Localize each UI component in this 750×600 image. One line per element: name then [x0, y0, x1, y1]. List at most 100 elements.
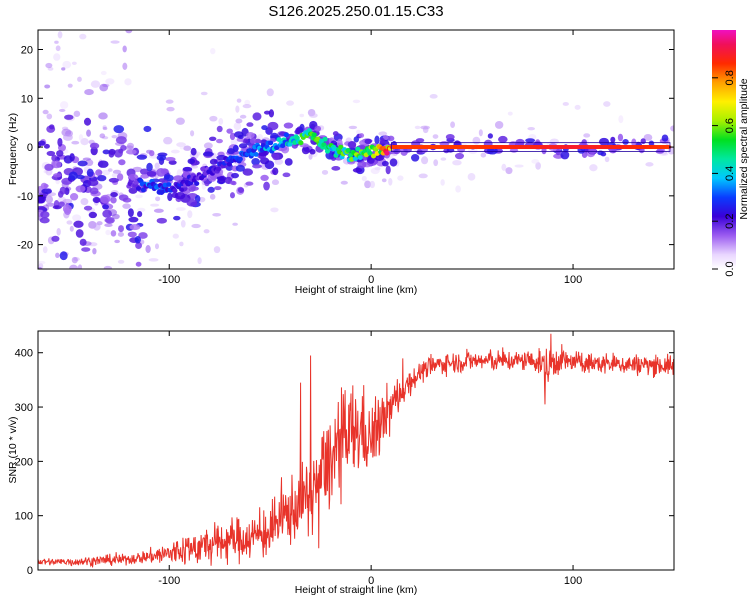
spectrogram-ridge-cell	[172, 188, 178, 194]
spectrogram-blob	[46, 150, 56, 156]
spectrogram-ridge-cell	[226, 161, 233, 167]
spectrogram-speckle	[397, 175, 404, 181]
spectrogram-blob	[113, 149, 123, 158]
spectrogram-blob	[87, 179, 99, 187]
spectrogram-speckle	[49, 318, 56, 322]
spectrogram-speckle	[501, 163, 507, 171]
spectrogram-speckle	[213, 246, 221, 254]
spectrogram-blob	[661, 134, 669, 142]
spectrogram-speckle	[478, 129, 483, 137]
spectrogram-blob	[216, 138, 223, 144]
spectrogram-speckle	[114, 239, 120, 244]
spectrogram-ridge-cell	[140, 187, 146, 193]
spectrogram-speckle	[113, 343, 118, 349]
spectrogram-blob	[118, 194, 129, 201]
spectrogram-speckle	[440, 157, 447, 161]
spectrogram-speckle	[80, 198, 89, 206]
spectrogram-blob	[207, 186, 215, 193]
snr-frame	[37, 330, 675, 571]
spectrogram-speckle	[102, 169, 111, 176]
spectrogram-blob	[249, 137, 256, 144]
spectrogram-speckle	[421, 156, 429, 165]
spectrogram-blob	[487, 133, 493, 139]
x-tick-label: -100	[158, 274, 180, 286]
spectrogram-speckle	[583, 133, 591, 138]
spectrogram-speckle	[73, 110, 81, 117]
spectrogram-image	[38, 25, 674, 349]
colorbar: 0.0 0.2 0.4 0.6 0.8 Normalized spectral ampl…	[712, 30, 750, 277]
spectrogram-blob	[97, 175, 107, 182]
spectrogram-speckle	[472, 136, 481, 145]
spectrogram-blob	[617, 133, 624, 142]
spectrogram-blob	[209, 136, 217, 142]
spectrogram-blob	[187, 158, 196, 165]
spectrogram-blob	[387, 135, 395, 142]
spectrogram-speckle	[235, 118, 243, 124]
spectrogram-ridge-cell	[253, 152, 259, 157]
spectrogram-speckle	[183, 145, 192, 151]
spectrogram-blob	[51, 235, 60, 242]
spectrogram-blob	[246, 122, 254, 127]
spectrogram-speckle	[233, 122, 242, 131]
spectrogram-blob	[640, 138, 646, 145]
spectrogram-speckle	[455, 185, 461, 193]
spectrogram-speckle	[244, 99, 251, 106]
spectrogram-blob	[295, 127, 301, 135]
spectrogram-speckle	[370, 167, 380, 175]
spectrogram-speckle	[235, 105, 240, 113]
spectrogram-blob	[105, 216, 115, 224]
spectrogram-blob	[127, 208, 134, 218]
x-tick-label: -100	[158, 575, 180, 587]
spectrogram-speckle	[286, 100, 295, 106]
spectrogram-blob	[64, 114, 74, 120]
spectrogram-blob	[75, 229, 84, 238]
spectrogram-blob	[216, 125, 223, 133]
spectrogram-speckle	[176, 169, 183, 178]
spectrogram-speckle	[242, 103, 252, 109]
spectrogram-blob	[283, 122, 294, 129]
spectrogram-speckle	[270, 207, 279, 213]
spectrogram-ridge-cell	[280, 143, 286, 149]
spectrogram-blob	[358, 133, 365, 138]
spectrogram-blob	[347, 141, 357, 149]
spectrogram-blob	[134, 236, 141, 244]
spectrogram-speckle	[77, 76, 82, 82]
spectrogram-speckle	[46, 113, 53, 120]
spectrogram-speckle	[643, 134, 653, 141]
spectrogram-blob	[251, 158, 260, 166]
spectrogram-speckle	[59, 101, 69, 109]
spectrogram-speckle	[507, 111, 513, 116]
spectrogram-blob	[498, 135, 508, 143]
spectrogram-speckle	[114, 25, 120, 28]
spectrogram-blob	[560, 150, 570, 160]
spectrogram-speckle	[45, 195, 53, 204]
spectrogram-speckle	[309, 113, 318, 118]
spectrogram-speckle	[42, 109, 49, 115]
spectrogram-blob	[79, 238, 87, 246]
spectrogram-speckle	[105, 78, 115, 85]
spectrogram-speckle	[452, 160, 462, 166]
spectrogram-ridge-cell	[298, 140, 304, 146]
spectrogram-speckle	[440, 179, 445, 186]
spectrogram-blob	[69, 153, 75, 162]
spectrogram-speckle	[111, 172, 119, 178]
spectrogram-speckle	[57, 31, 63, 39]
spectrogram-speckle	[44, 322, 53, 329]
spectrogram-speckle	[62, 133, 73, 141]
spectrogram-speckle	[414, 125, 421, 130]
spectrogram-speckle	[53, 53, 61, 61]
spectrogram-speckle	[210, 48, 216, 55]
spectrogram-ylabel: Frequency (Hz)	[7, 113, 19, 185]
spectrogram-speckle	[467, 172, 476, 181]
spectrogram-blob	[598, 137, 610, 146]
spectrogram-blob	[229, 132, 236, 141]
spectrogram-speckle	[535, 161, 541, 170]
spectrogram-ridge-cell	[357, 155, 363, 160]
spectrogram-speckle	[122, 62, 128, 70]
spectrogram-speckle	[190, 130, 195, 137]
spectrogram-speckle	[100, 70, 107, 76]
spectrogram-blob	[129, 224, 141, 231]
spectrogram-speckle	[514, 164, 524, 168]
spectrogram-speckle	[61, 343, 67, 348]
spectrogram-blob	[202, 151, 214, 157]
